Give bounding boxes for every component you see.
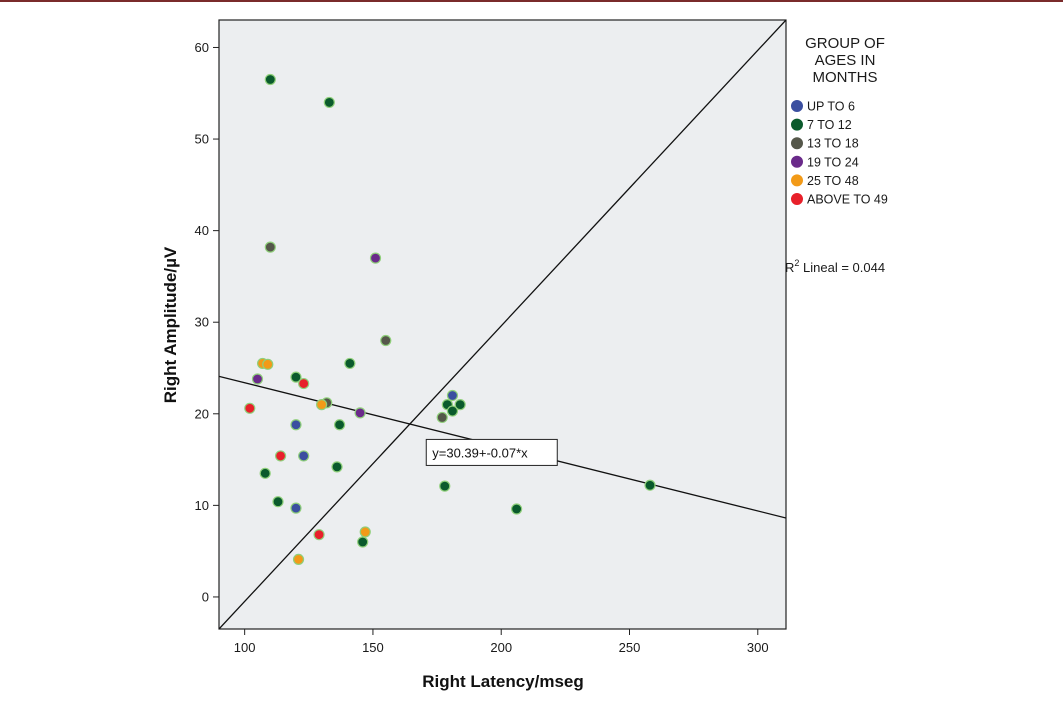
y-tick-label: 20 — [195, 406, 209, 421]
data-point — [323, 96, 335, 109]
data-point — [344, 357, 356, 370]
data-point — [369, 252, 382, 264]
y-tick-label: 40 — [195, 223, 209, 238]
x-tick-label: 150 — [362, 640, 384, 655]
data-point — [380, 334, 392, 347]
data-point — [274, 450, 287, 462]
x-tick-label: 250 — [619, 640, 641, 655]
data-point — [354, 407, 366, 419]
legend-label: UP TO 6 — [807, 100, 855, 114]
r2-value: Lineal = 0.044 — [799, 260, 885, 275]
y-tick-label: 50 — [195, 132, 209, 147]
data-point — [290, 419, 302, 431]
data-point — [439, 480, 451, 492]
data-point — [316, 399, 328, 411]
legend-label: 13 TO 18 — [807, 137, 859, 151]
data-point — [313, 529, 325, 541]
r2-prefix: R — [785, 260, 794, 275]
y-axis-title: Right Amplitude/µV — [161, 246, 180, 403]
y-tick-label: 10 — [195, 498, 209, 513]
data-point — [290, 371, 302, 383]
x-tick-label: 300 — [747, 640, 769, 655]
data-point — [333, 419, 346, 431]
legend-marker — [790, 99, 804, 113]
equation-annotation: y=30.39+-0.07*x — [425, 438, 558, 466]
r2-label: R2 Lineal = 0.044 — [785, 258, 885, 275]
data-point — [264, 73, 276, 86]
legend-title-line-3: MONTHS — [813, 69, 878, 86]
legend-label: 7 TO 12 — [807, 118, 852, 132]
data-point — [446, 405, 459, 417]
x-axis-title: Right Latency/mseg — [422, 672, 584, 691]
x-axis: 100 150 200 250 300 — [234, 629, 769, 655]
legend-marker — [790, 154, 804, 169]
data-point — [264, 241, 276, 253]
y-tick-label: 60 — [195, 40, 209, 55]
legend-label: ABOVE TO 49 — [807, 193, 888, 207]
x-tick-label: 100 — [234, 640, 256, 655]
legend-marker — [790, 173, 804, 188]
legend-title-line-2: AGES IN — [815, 52, 876, 69]
legend-marker — [790, 136, 804, 151]
data-point — [298, 377, 310, 390]
data-point — [446, 389, 459, 402]
x-tick-label: 200 — [490, 640, 512, 655]
data-point — [290, 502, 302, 514]
data-point — [298, 450, 310, 462]
data-points — [244, 73, 656, 566]
data-point — [511, 503, 523, 515]
legend-marker — [790, 117, 804, 132]
data-point — [292, 553, 305, 566]
legend-marker — [790, 192, 804, 206]
data-point — [272, 496, 284, 508]
y-tick-label: 0 — [202, 589, 209, 604]
r2-superscript: 2 — [794, 258, 799, 268]
data-point — [454, 399, 466, 411]
legend-label: 25 TO 48 — [807, 174, 859, 188]
data-point — [436, 411, 448, 424]
identity-line — [219, 20, 786, 629]
data-point — [251, 373, 264, 385]
data-point — [359, 526, 371, 538]
top-border-line — [0, 0, 1063, 2]
legend: GROUP OF AGES IN MONTHS UP TO 6 7 TO 12 13… — [790, 35, 888, 207]
equation-box — [425, 438, 558, 466]
data-point — [244, 402, 256, 414]
legend-label: 19 TO 24 — [807, 155, 859, 169]
data-point — [644, 479, 656, 491]
equation-label: y=30.39+-0.07*x — [432, 445, 528, 460]
data-point — [262, 358, 274, 370]
legend-title-line-1: GROUP OF — [805, 35, 885, 52]
data-point — [331, 461, 343, 473]
data-point — [357, 536, 369, 548]
y-tick-label: 30 — [195, 315, 209, 330]
y-axis: 0 10 20 30 40 50 60 — [195, 40, 219, 604]
data-point — [259, 467, 271, 479]
